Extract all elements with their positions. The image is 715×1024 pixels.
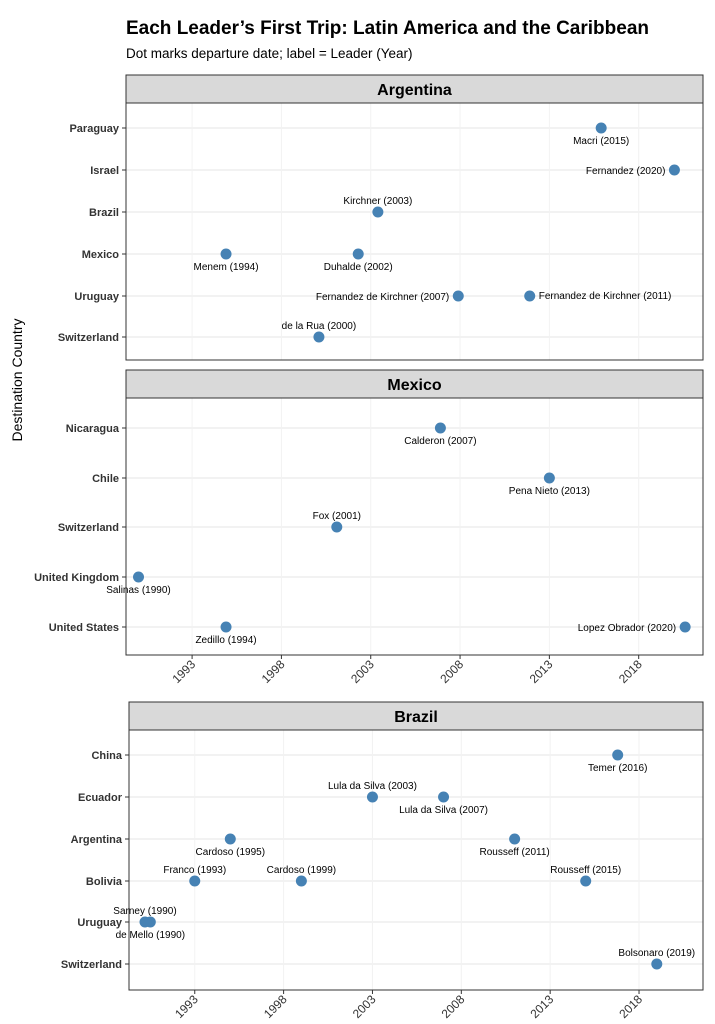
y-tick-label-switzerland: Switzerland (58, 522, 119, 534)
data-point-mexico-calderon-2007 (434, 422, 446, 434)
y-tick-label-ecuador: Ecuador (78, 792, 123, 804)
data-label-lopez-obrador-2020: Lopez Obrador (2020) (578, 623, 676, 634)
data-label-fernandez-de-kirchner-2007: Fernandez de Kirchner (2007) (316, 292, 449, 303)
data-label-menem-1994: Menem (1994) (194, 262, 259, 273)
x-tick-label-1993: 1993 (169, 657, 198, 686)
y-tick-label-chile: Chile (92, 473, 119, 485)
data-label-salinas-1990: Salinas (1990) (106, 585, 170, 596)
data-label-sarney-1990: Sarney (1990) (113, 906, 176, 917)
panel-strip-label-argentina: Argentina (377, 82, 452, 99)
panel-strip-label-mexico: Mexico (387, 377, 441, 394)
chart-subtitle: Dot marks departure date; label = Leader… (126, 46, 413, 61)
y-tick-label-paraguay: Paraguay (69, 123, 119, 135)
y-tick-label-united-states: United States (49, 622, 119, 634)
y-tick-label-brazil: Brazil (89, 207, 119, 219)
data-point-argentina-de-la-rua-2000 (313, 331, 325, 343)
x-tick-label-2003: 2003 (350, 992, 379, 1021)
x-tick-label-1993: 1993 (172, 992, 201, 1021)
data-label-fernandez-de-kirchner-2011: Fernandez de Kirchner (2011) (539, 291, 672, 302)
data-label-de-mello-1990: de Mello (1990) (116, 930, 185, 941)
data-point-brazil-de-mello-1990 (144, 916, 156, 928)
data-label-franco-1993: Franco (1993) (163, 865, 226, 876)
data-point-mexico-pena-nieto-2013 (543, 472, 555, 484)
panel-border-argentina (125, 102, 704, 361)
y-tick-label-united-kingdom: United Kingdom (34, 572, 119, 584)
y-tick-label-china: China (91, 750, 122, 762)
x-tick-label-2013: 2013 (528, 992, 557, 1021)
data-label-bolsonaro-2019: Bolsonaro (2019) (618, 948, 695, 959)
panel-strip-argentina (125, 74, 704, 104)
data-label-pena-nieto-2013: Pena Nieto (2013) (509, 486, 590, 497)
chart-title: Each Leader’s First Trip: Latin America … (126, 18, 649, 39)
data-point-argentina-kirchner-2003 (372, 206, 384, 218)
y-tick-label-switzerland: Switzerland (61, 959, 122, 971)
data-label-macri-2015: Macri (2015) (573, 136, 629, 147)
data-label-fernandez-2020: Fernandez (2020) (586, 166, 666, 177)
data-point-mexico-lopez-obrador-2020 (679, 621, 691, 633)
data-point-argentina-macri-2015 (595, 122, 607, 134)
data-point-brazil-rousseff-2015 (580, 875, 592, 887)
x-tick-label-2018: 2018 (616, 657, 645, 686)
y-tick-label-uruguay: Uruguay (74, 291, 120, 303)
panel-strip-label-brazil: Brazil (394, 709, 438, 726)
y-tick-label-israel: Israel (90, 165, 119, 177)
data-point-mexico-zedillo-1994 (220, 621, 232, 633)
y-tick-label-bolivia: Bolivia (86, 876, 123, 888)
data-label-zedillo-1994: Zedillo (1994) (195, 635, 256, 646)
data-label-cardoso-1999: Cardoso (1999) (267, 865, 336, 876)
data-label-de-la-rua-2000: de la Rua (2000) (282, 321, 357, 332)
data-point-argentina-duhalde-2002 (352, 248, 364, 260)
data-point-brazil-franco-1993 (189, 875, 201, 887)
x-tick-label-1998: 1998 (259, 657, 288, 686)
data-point-brazil-lula-da-silva-2003 (366, 791, 378, 803)
data-label-lula-da-silva-2003: Lula da Silva (2003) (328, 781, 417, 792)
y-tick-label-mexico: Mexico (82, 249, 120, 261)
data-label-temer-2016: Temer (2016) (588, 763, 647, 774)
data-label-kirchner-2003: Kirchner (2003) (343, 196, 412, 207)
panel-strip-brazil (128, 701, 704, 731)
x-tick-label-2003: 2003 (348, 657, 377, 686)
data-point-mexico-salinas-1990 (133, 571, 145, 583)
data-point-argentina-menem-1994 (220, 248, 232, 260)
data-label-fox-2001: Fox (2001) (313, 511, 361, 522)
data-label-rousseff-2015: Rousseff (2015) (550, 865, 621, 876)
data-label-lula-da-silva-2007: Lula da Silva (2007) (399, 805, 488, 816)
x-tick-label-2008: 2008 (437, 657, 466, 686)
data-point-brazil-lula-da-silva-2007 (438, 791, 450, 803)
data-label-rousseff-2011: Rousseff (2011) (480, 847, 550, 858)
data-point-argentina-fernandez-de-kirchner-2011 (524, 290, 536, 302)
x-tick-label-2008: 2008 (439, 992, 468, 1021)
data-label-calderon-2007: Calderon (2007) (404, 436, 476, 447)
data-point-brazil-cardoso-1999 (295, 875, 307, 887)
data-label-duhalde-2002: Duhalde (2002) (324, 262, 393, 273)
data-point-brazil-rousseff-2011 (509, 833, 521, 845)
panel-strip-mexico (125, 369, 704, 399)
y-tick-label-switzerland: Switzerland (58, 332, 119, 344)
x-tick-label-1998: 1998 (261, 992, 290, 1021)
data-point-argentina-fernandez-de-kirchner-2007 (452, 290, 464, 302)
x-tick-label-2018: 2018 (616, 992, 645, 1021)
data-point-brazil-cardoso-1995 (224, 833, 236, 845)
data-point-brazil-temer-2016 (612, 749, 624, 761)
y-tick-label-nicaragua: Nicaragua (66, 423, 120, 435)
x-tick-label-2013: 2013 (527, 657, 556, 686)
data-point-argentina-fernandez-2020 (668, 164, 680, 176)
data-label-cardoso-1995: Cardoso (1995) (196, 847, 265, 858)
data-point-mexico-fox-2001 (331, 521, 343, 533)
y-tick-label-uruguay: Uruguay (77, 917, 123, 929)
y-tick-label-argentina: Argentina (71, 834, 123, 846)
data-point-brazil-bolsonaro-2019 (651, 958, 663, 970)
y-axis-title: Destination Country (9, 319, 25, 442)
panel-border-brazil (128, 729, 704, 991)
